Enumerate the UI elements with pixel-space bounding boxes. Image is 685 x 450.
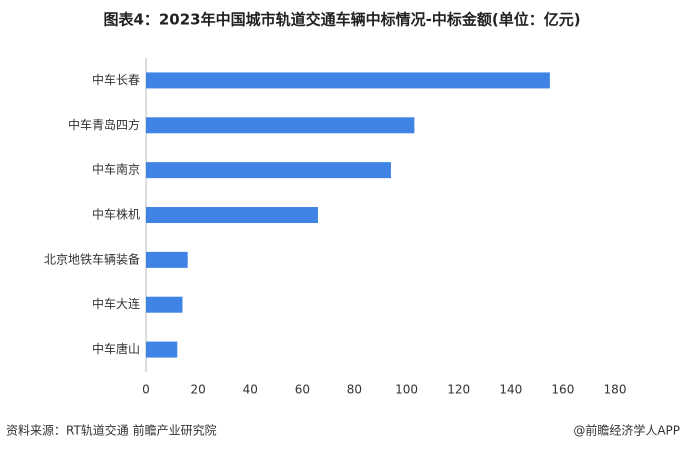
x-tick-label: 20 — [190, 383, 205, 397]
bar — [146, 72, 550, 89]
source: 资料来源：RT轨道交通 前瞻产业研究院 — [6, 423, 217, 438]
y-tick-label: 北京地铁车辆装备 — [44, 251, 140, 266]
x-tick-label: 140 — [499, 383, 522, 397]
x-tick-label: 160 — [551, 383, 574, 397]
bar — [146, 251, 188, 268]
credit: @前瞻经济学人APP — [573, 423, 680, 438]
y-tick-label: 中车长春 — [92, 72, 140, 87]
y-tick-label: 中车青岛四方 — [68, 117, 140, 132]
y-tick-label: 中车株机 — [92, 207, 140, 222]
y-tick-label: 中车大连 — [92, 296, 140, 311]
x-tick-label: 120 — [447, 383, 470, 397]
bar — [146, 207, 318, 223]
x-tick-label: 80 — [347, 383, 362, 397]
y-tick-label: 中车南京 — [92, 162, 140, 177]
bar — [146, 117, 415, 134]
x-tick-label: 60 — [295, 383, 310, 397]
bar — [146, 296, 183, 313]
x-tick-label: 100 — [395, 383, 418, 397]
x-tick-label: 0 — [142, 383, 150, 397]
x-tick-label: 180 — [604, 383, 627, 397]
x-tick-label: 40 — [243, 383, 258, 397]
bar — [146, 162, 391, 179]
y-tick-label: 中车唐山 — [92, 341, 140, 356]
chart-title: 图表4：2023年中国城市轨道交通车辆中标情况-中标金额(单位：亿元) — [103, 11, 580, 29]
bar — [146, 341, 178, 358]
